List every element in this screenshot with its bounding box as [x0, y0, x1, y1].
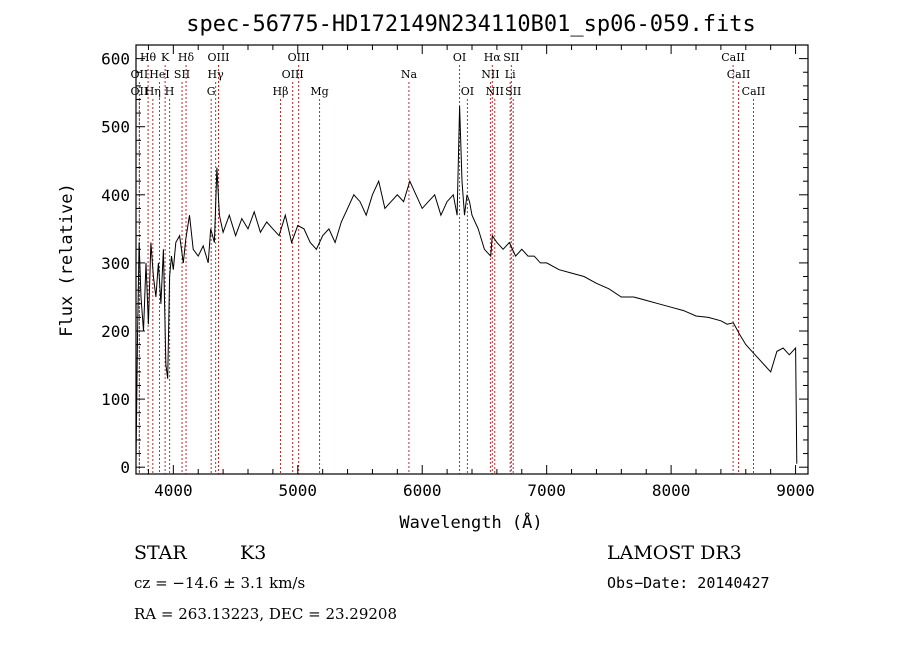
- x-tick-label: 7000: [527, 481, 566, 500]
- line-label: Na: [401, 68, 418, 81]
- line-label: Hθ: [140, 51, 157, 64]
- x-tick-label: 8000: [652, 481, 691, 500]
- line-label: SII: [174, 68, 190, 81]
- emission-line-markers: [138, 65, 754, 474]
- line-label: K: [161, 51, 170, 64]
- y-tick-label: 100: [101, 390, 130, 409]
- line-label: NII: [486, 85, 504, 98]
- y-axis-ticks: 0 100 200 300 400 500 600: [101, 50, 808, 477]
- line-label: G: [207, 85, 216, 98]
- redshift-cz: cz = −14.6 ± 3.1 km/s: [134, 574, 305, 592]
- line-label: CaII: [721, 51, 745, 64]
- chart-title: spec-56775-HD172149N234110B01_sp06-059.f…: [186, 12, 756, 37]
- line-label: Hγ: [208, 68, 225, 81]
- coordinates: RA = 263.13223, DEC = 23.29208: [134, 605, 397, 623]
- line-label: OII: [131, 85, 149, 98]
- y-tick-label: 200: [101, 322, 130, 341]
- x-axis-label: Wavelength (Å): [399, 511, 542, 533]
- line-label: OIII: [288, 51, 310, 64]
- x-tick-label: 9000: [776, 481, 815, 500]
- x-axis-ticks: 4000 5000 6000 7000 8000 9000: [147, 45, 815, 500]
- line-label: SII: [505, 85, 521, 98]
- y-axis-label: Flux (relative): [57, 183, 77, 337]
- object-class: STAR: [134, 542, 187, 564]
- x-tick-label: 6000: [403, 481, 442, 500]
- line-label: SII: [503, 51, 519, 64]
- y-tick-label: 300: [101, 254, 130, 273]
- obs-date: Obs−Date: 20140427: [607, 574, 770, 592]
- line-label: Hα: [484, 51, 502, 64]
- line-label: Hη: [145, 85, 161, 98]
- object-subclass: K3: [240, 542, 266, 564]
- line-label: CaII: [727, 68, 751, 81]
- line-label: OIII: [207, 51, 229, 64]
- y-tick-label: 0: [120, 458, 130, 477]
- x-tick-label: 5000: [279, 481, 318, 500]
- line-label: OI: [453, 51, 466, 64]
- y-tick-label: 400: [101, 186, 130, 205]
- survey-name: LAMOST DR3: [607, 542, 742, 564]
- line-label: OII: [131, 68, 149, 81]
- line-label: H: [165, 85, 175, 98]
- y-tick-label: 500: [101, 118, 130, 137]
- line-label: OIII: [282, 68, 304, 81]
- line-label: HeI: [149, 68, 169, 81]
- line-label: OI: [461, 85, 474, 98]
- plot-frame: [135, 44, 809, 475]
- x-tick-label: 4000: [154, 481, 193, 500]
- emission-line-labels: OII OII Hθ Hη HeI K H SII Hδ G Hγ OIII Hβ OIII OIII Mg N…: [131, 51, 766, 98]
- line-label: Li: [505, 68, 516, 81]
- line-label: Hβ: [273, 85, 289, 98]
- spectrum-line: [135, 106, 798, 464]
- line-label: Hδ: [178, 51, 195, 64]
- line-label: NII: [481, 68, 499, 81]
- line-label: CaII: [742, 85, 766, 98]
- line-label: Mg: [310, 85, 328, 98]
- y-tick-label: 600: [101, 50, 130, 69]
